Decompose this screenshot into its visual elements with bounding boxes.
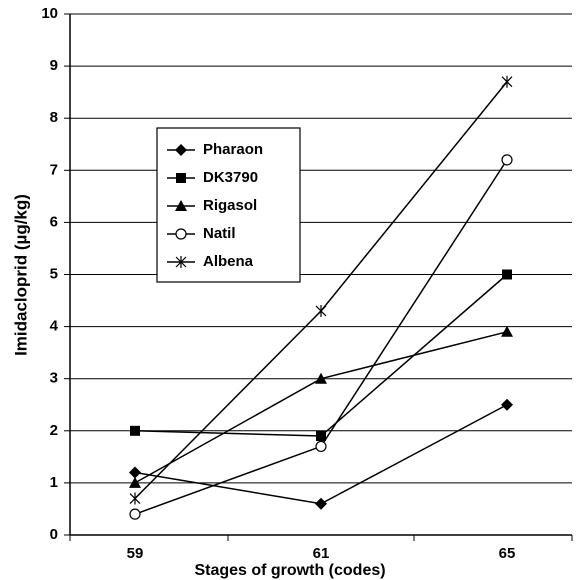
marker: [502, 269, 512, 280]
marker: [315, 372, 327, 384]
x-tick-label: 65: [499, 545, 516, 562]
y-tick-label: 0: [50, 526, 58, 543]
series-line: [134, 273, 508, 437]
y-tick-label: 2: [50, 422, 58, 439]
x-tick-label: 59: [127, 545, 144, 562]
marker: [315, 497, 327, 510]
marker: [176, 173, 186, 183]
legend-label: DK3790: [203, 169, 258, 186]
x-tick-label: 61: [313, 545, 330, 562]
marker: [501, 325, 513, 337]
marker: [129, 466, 141, 479]
legend-label: Pharaon: [203, 141, 263, 158]
marker: [501, 398, 513, 411]
marker: [175, 228, 187, 240]
x-axis-label: Stages of growth (codes): [194, 562, 385, 579]
marker: [315, 304, 327, 317]
y-tick-label: 3: [50, 370, 58, 387]
y-tick-label: 4: [50, 318, 59, 335]
marker: [175, 144, 187, 156]
marker: [129, 508, 141, 520]
y-tick-label: 10: [41, 5, 58, 22]
marker: [130, 425, 140, 436]
marker: [175, 200, 187, 211]
y-tick-label: 5: [50, 265, 58, 282]
y-tick-label: 8: [50, 109, 58, 126]
y-tick-label: 1: [50, 474, 58, 491]
marker: [175, 256, 187, 268]
y-tick-label: 9: [50, 57, 58, 74]
legend-label: Rigasol: [203, 197, 257, 214]
marker: [315, 440, 327, 453]
marker: [129, 492, 141, 505]
marker: [129, 476, 141, 488]
y-tick-label: 6: [50, 213, 58, 230]
series-line: [134, 331, 508, 484]
marker: [501, 154, 513, 166]
series-line: [134, 404, 508, 505]
y-tick-label: 7: [50, 161, 58, 178]
legend: Pharaon DK3790 Rigasol Natil Albena: [156, 127, 301, 283]
legend-label: Natil: [203, 225, 236, 242]
marker: [316, 431, 326, 442]
y-axis-label: Imidacloprid (µg/kg): [11, 194, 30, 356]
legend-label: Albena: [203, 253, 254, 270]
marker: [501, 75, 513, 88]
